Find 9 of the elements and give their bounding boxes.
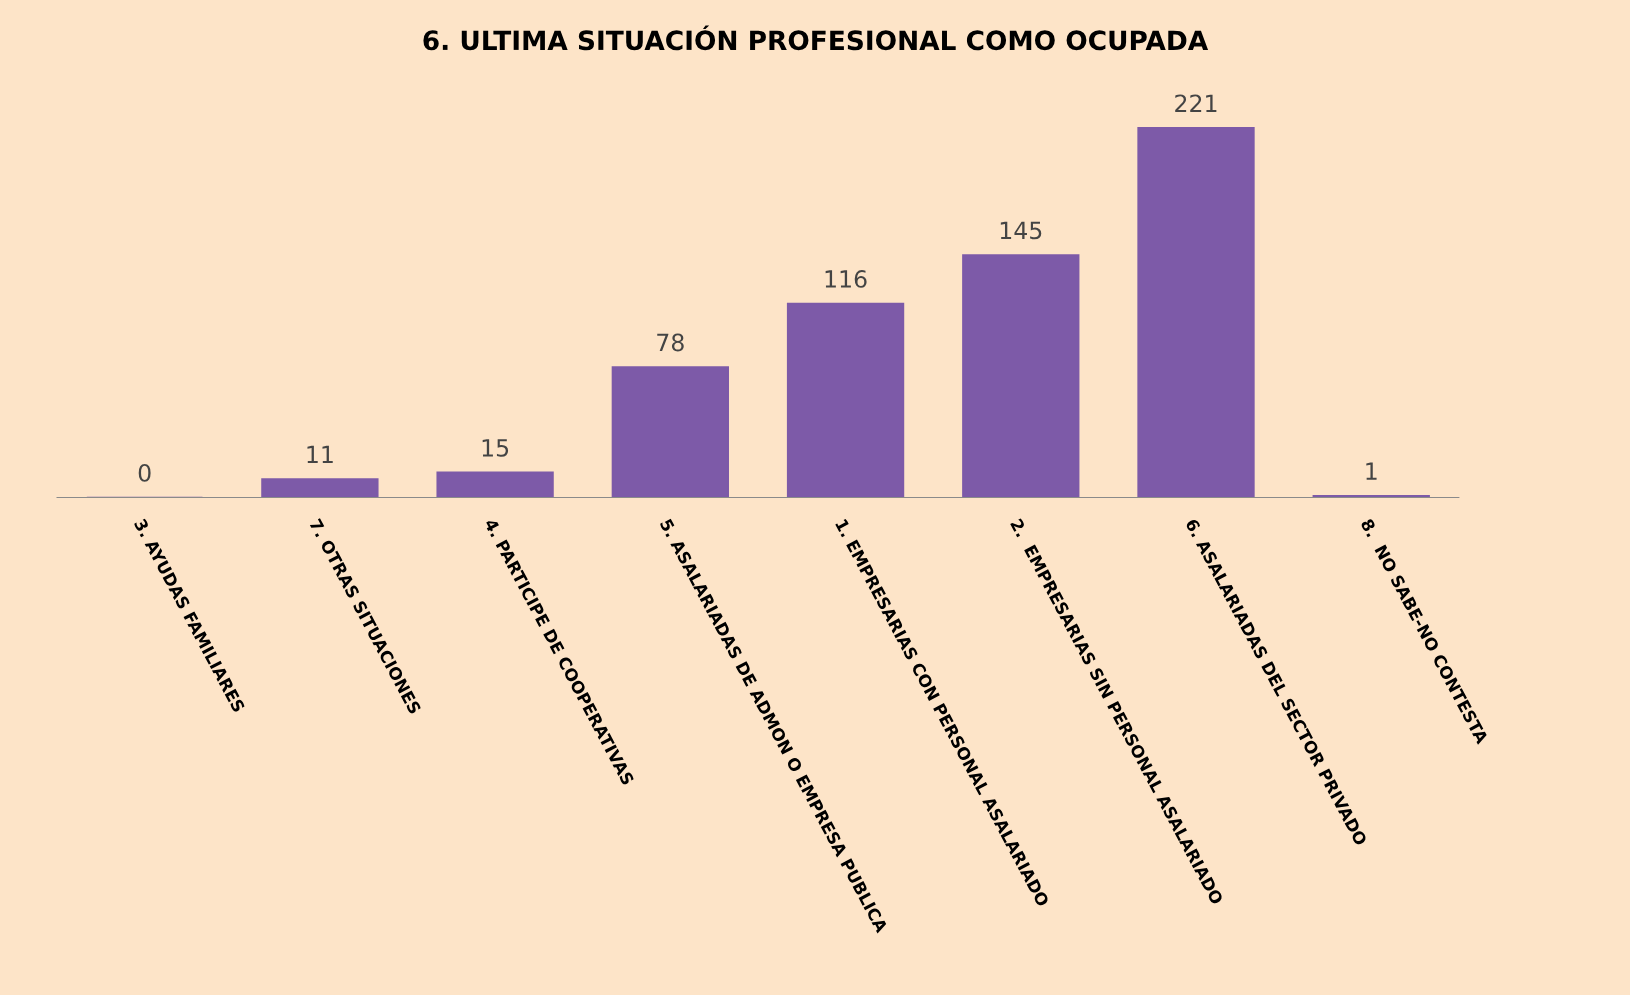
data-label: 1 — [1366, 462, 1377, 480]
data-label: 221 — [1175, 94, 1217, 112]
chart-title: 6. ULTIMA SITUACIÓN PROFESIONAL COMO OCUPADA — [423, 25, 1209, 51]
data-label: 78 — [657, 333, 684, 352]
data-label: 0 — [138, 463, 151, 482]
data-label: 116 — [825, 269, 867, 288]
data-label: 15 — [482, 439, 509, 457]
data-label: 11 — [307, 445, 333, 464]
data-label: 145 — [1000, 221, 1042, 240]
